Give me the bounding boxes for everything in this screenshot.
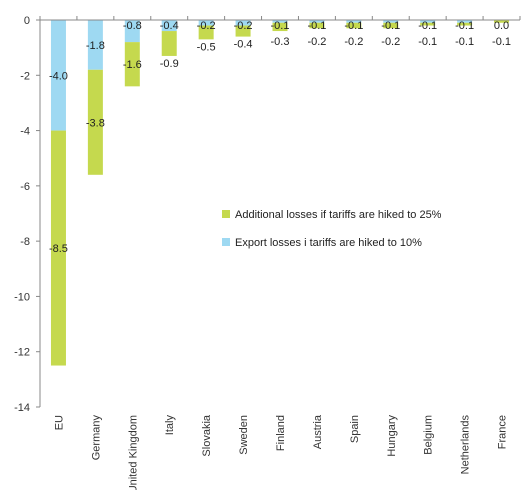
- bar-segment-tariff-10: [346, 20, 362, 23]
- bar-segment-tariff-25: [124, 42, 140, 87]
- data-label-tariff-10: -0.1: [418, 20, 437, 32]
- data-label-tariff-10: -0.1: [307, 20, 326, 32]
- data-label-tariff-25: -0.2: [307, 36, 326, 48]
- bar-segment-tariff-10: [309, 20, 325, 23]
- y-tick-label: -4: [20, 126, 30, 138]
- legend-label: Export losses i tariffs are hiked to 10%: [235, 237, 422, 249]
- bar-segment-tariff-25: [198, 25, 214, 40]
- category-label: United Kingdom: [127, 415, 139, 490]
- category-label: Sweden: [238, 415, 250, 455]
- x-axis: EU Germany United Kingdom Italy Slovakia Swed…: [39, 16, 521, 490]
- data-label-tariff-10: -0.2: [197, 20, 216, 32]
- bar-segment-tariff-10: [235, 20, 251, 26]
- category-label: Germany: [90, 415, 102, 461]
- data-label-tariff-10: -0.1: [381, 20, 400, 32]
- data-label-tariff-10: -0.8: [123, 20, 142, 32]
- bar-segment-tariff-10: [457, 20, 473, 23]
- bar-segment-tariff-25: [457, 22, 473, 26]
- bars-layer: [50, 20, 510, 366]
- bar-segment-tariff-10: [50, 20, 66, 131]
- data-label-tariff-25: -0.2: [344, 36, 363, 48]
- data-label-tariff-25: -3.8: [86, 117, 105, 129]
- data-label-tariff-25: -0.3: [271, 36, 290, 48]
- y-tick-label: -8: [20, 236, 30, 248]
- data-label-tariff-25: -0.4: [234, 39, 253, 51]
- category-label: Hungary: [386, 415, 398, 457]
- category-label: Spain: [349, 415, 361, 443]
- category-label: Italy: [164, 415, 176, 436]
- legend: Additional losses if tariffs are hiked t…: [222, 209, 442, 249]
- legend-label: Additional losses if tariffs are hiked t…: [235, 209, 442, 221]
- category-label: Slovakia: [201, 414, 213, 456]
- y-tick-label: -6: [20, 181, 30, 193]
- bar-segment-tariff-10: [383, 20, 399, 23]
- bar-segment-tariff-25: [235, 25, 251, 37]
- data-label-tariff-25: -1.6: [123, 59, 142, 71]
- bar-segment-tariff-10: [420, 20, 436, 23]
- bar-segment-tariff-25: [420, 22, 436, 26]
- category-label: Finland: [275, 415, 287, 451]
- bar-segment-tariff-10: [161, 20, 177, 32]
- category-label: France: [497, 415, 509, 449]
- category-label: Austria: [312, 414, 324, 449]
- data-label-tariff-10: -0.4: [160, 20, 179, 32]
- legend-swatch: [222, 210, 230, 218]
- bar-segment-tariff-25: [383, 22, 399, 29]
- data-label-tariff-25: -0.2: [381, 36, 400, 48]
- data-label-tariff-10: -0.2: [234, 20, 253, 32]
- bar-segment-tariff-25: [346, 22, 362, 29]
- data-label-tariff-25: -0.1: [418, 36, 437, 48]
- data-label-tariff-10: -0.1: [344, 20, 363, 32]
- data-label-tariff-25: -0.1: [492, 36, 511, 48]
- bar-segment-tariff-10: [272, 20, 288, 23]
- data-label-tariff-10: -0.1: [455, 20, 474, 32]
- y-tick-label: -12: [14, 347, 30, 359]
- bar-segment-tariff-10: [124, 20, 140, 43]
- bar-segment-tariff-25: [272, 22, 288, 32]
- y-tick-label: -14: [14, 402, 30, 414]
- bar-segment-tariff-25: [161, 31, 177, 56]
- data-label-tariff-10: -1.8: [86, 40, 105, 52]
- data-label-tariff-10: -4.0: [49, 70, 68, 82]
- y-tick-label: 0: [24, 15, 30, 27]
- bar-segment-tariff-25: [50, 130, 66, 366]
- category-label: Belgium: [423, 415, 435, 455]
- data-label-tariff-25: -0.9: [160, 58, 179, 70]
- data-label-tariff-25: -0.5: [197, 41, 216, 53]
- y-tick-label: -2: [20, 70, 30, 82]
- data-label-tariff-25: -0.1: [455, 36, 474, 48]
- bar-segment-tariff-25: [494, 20, 510, 23]
- data-labels-layer: -4.0 -8.5 -1.8 -3.8 -0.8 -1.6 -0.4 -0.9 -0.2 -0.5…: [49, 20, 511, 255]
- y-tick-label: -10: [14, 291, 30, 303]
- bar-segment-tariff-10: [87, 20, 103, 70]
- bar-segment-tariff-25: [309, 22, 325, 29]
- data-label-tariff-10: 0.0: [494, 20, 509, 32]
- category-label: EU: [53, 415, 65, 430]
- category-label: Netherlands: [460, 415, 472, 475]
- data-label-tariff-25: -8.5: [49, 243, 68, 255]
- data-label-tariff-10: -0.1: [271, 20, 290, 32]
- bar-segment-tariff-25: [87, 69, 103, 175]
- bar-segment-tariff-10: [198, 20, 214, 26]
- legend-swatch: [222, 238, 230, 246]
- y-axis: 0 -2 -4 -6 -8 -10 -12 -14: [14, 15, 41, 414]
